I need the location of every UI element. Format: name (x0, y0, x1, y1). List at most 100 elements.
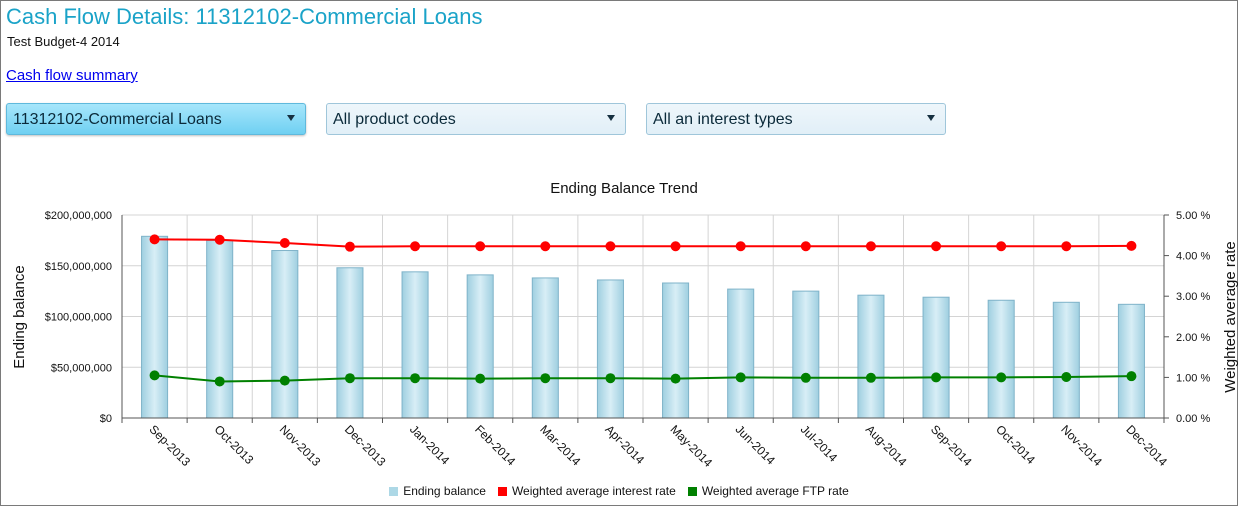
y-tick-label: $50,000,000 (51, 362, 112, 374)
balance-bar (727, 288, 755, 419)
balance-bar (271, 250, 299, 419)
y-tick-label: $200,000,000 (45, 210, 112, 222)
x-tick-label: Apr-2014 (602, 422, 647, 467)
y-axis-label: Ending balance (11, 265, 28, 368)
legend-item: Weighted average interest rate (497, 484, 676, 498)
x-tick-label: May-2014 (667, 422, 715, 470)
ftp-rate-point (214, 376, 225, 387)
y2-tick-label: 0.00 % (1176, 413, 1210, 425)
balance-bar (596, 279, 624, 419)
balance-bar (987, 299, 1015, 419)
ftp-rate-point (540, 373, 551, 384)
account-dropdown[interactable]: 11312102-Commercial Loans (6, 103, 306, 135)
legend-label: Weighted average interest rate (511, 484, 676, 498)
legend-label: Weighted average FTP rate (701, 484, 849, 498)
balance-bar (792, 290, 820, 419)
bar-series (141, 235, 1145, 419)
interest-rate-point (540, 241, 551, 252)
line-series (149, 234, 1137, 387)
cash-flow-summary-link[interactable]: Cash flow summary (6, 67, 138, 84)
y2-tick-label: 1.00 % (1176, 372, 1210, 384)
ftp-rate-line (154, 374, 1132, 383)
ftp-rate-point (149, 370, 160, 381)
x-tick-label: Sep-2014 (928, 422, 975, 469)
interest-rate-line (154, 238, 1132, 248)
balance-bar (531, 277, 559, 419)
y2-tick-label: 2.00 % (1176, 332, 1210, 344)
x-tick-label: Jan-2014 (407, 422, 453, 468)
interest-rate-point (1061, 241, 1072, 252)
balance-bar (1117, 303, 1145, 419)
legend-swatch (389, 486, 399, 496)
balance-bar (336, 267, 364, 419)
legend-label: Ending balance (403, 484, 486, 498)
x-tick-label: Nov-2014 (1058, 422, 1105, 469)
interest-rate-point (214, 234, 225, 245)
legend-swatch (687, 486, 697, 496)
ending-balance-chart: Ending Balance Trend $0 $50,000,000 $100,0… (11, 180, 1238, 470)
ftp-rate-point (1126, 371, 1137, 382)
balance-bar (922, 296, 950, 419)
interest-rate-point (344, 241, 355, 252)
page-title: Cash Flow Details: 11312102-Commercial L… (6, 4, 483, 29)
interest-rate-point (865, 241, 876, 252)
ftp-rate-point (344, 373, 355, 384)
ftp-rate-point (800, 372, 811, 383)
ftp-rate-point (279, 375, 290, 386)
ftp-rate-point (605, 373, 616, 384)
interest-rate-point (475, 241, 486, 252)
product-code-dropdown[interactable]: All product codes (326, 103, 626, 135)
account-dropdown-value: 11312102-Commercial Loans (13, 111, 222, 128)
x-tick-label: Feb-2014 (472, 422, 518, 468)
x-tick-label: Dec-2014 (1123, 422, 1170, 469)
x-tick-label: Oct-2013 (212, 422, 257, 467)
ftp-rate-point (931, 372, 942, 383)
interest-rate-point (605, 241, 616, 252)
ftp-rate-point (996, 372, 1007, 383)
interest-rate-point (279, 238, 290, 249)
x-tick-label: Dec-2013 (342, 422, 389, 469)
balance-bar (401, 271, 429, 419)
interest-rate-point (149, 234, 160, 245)
interest-type-dropdown[interactable]: All an interest types (646, 103, 946, 135)
y-tick-label: $100,000,000 (45, 312, 112, 324)
balance-bar (857, 294, 885, 419)
legend-item: Weighted average FTP rate (687, 484, 849, 498)
interest-rate-point (996, 241, 1007, 252)
x-tick-label: Mar-2014 (537, 422, 583, 468)
chevron-down-icon[interactable] (607, 115, 615, 121)
ftp-rate-point (410, 373, 421, 384)
y2-tick-label: 5.00 % (1176, 210, 1210, 222)
interest-rate-point (1126, 240, 1137, 251)
ftp-rate-point (670, 373, 681, 384)
x-tick-label: Nov-2013 (277, 422, 324, 469)
legend-swatch (497, 486, 507, 496)
chevron-down-icon[interactable] (287, 115, 295, 121)
interest-rate-point (931, 241, 942, 252)
y2-tick-label: 4.00 % (1176, 251, 1210, 263)
balance-bar (141, 235, 169, 419)
chevron-down-icon[interactable] (927, 115, 935, 121)
ftp-rate-point (735, 372, 746, 383)
x-tick-label: Jul-2014 (798, 422, 841, 465)
interest-type-dropdown-value: All an interest types (653, 111, 793, 128)
legend-item: Ending balance (389, 484, 486, 498)
page-subtitle: Test Budget-4 2014 (7, 34, 120, 49)
interest-rate-point (800, 241, 811, 252)
x-tick-label: Sep-2013 (146, 422, 193, 469)
x-tick-label: Oct-2014 (993, 422, 1038, 467)
interest-rate-point (410, 241, 421, 252)
chart-title: Ending Balance Trend (550, 180, 698, 197)
ftp-rate-point (865, 372, 876, 383)
y2-axis-label: Weighted average rate (1222, 241, 1238, 393)
x-tick-label: Aug-2014 (863, 422, 910, 469)
balance-bar (1052, 301, 1080, 419)
y-tick-label: $150,000,000 (45, 261, 112, 273)
chart-legend: Ending balance Weighted average interest … (0, 484, 1238, 498)
ftp-rate-point (475, 373, 486, 384)
y2-tick-label: 3.00 % (1176, 291, 1210, 303)
interest-rate-point (735, 241, 746, 252)
x-tick-label: Jun-2014 (733, 422, 779, 468)
y-tick-label: $0 (100, 413, 112, 425)
balance-bar (662, 282, 690, 419)
